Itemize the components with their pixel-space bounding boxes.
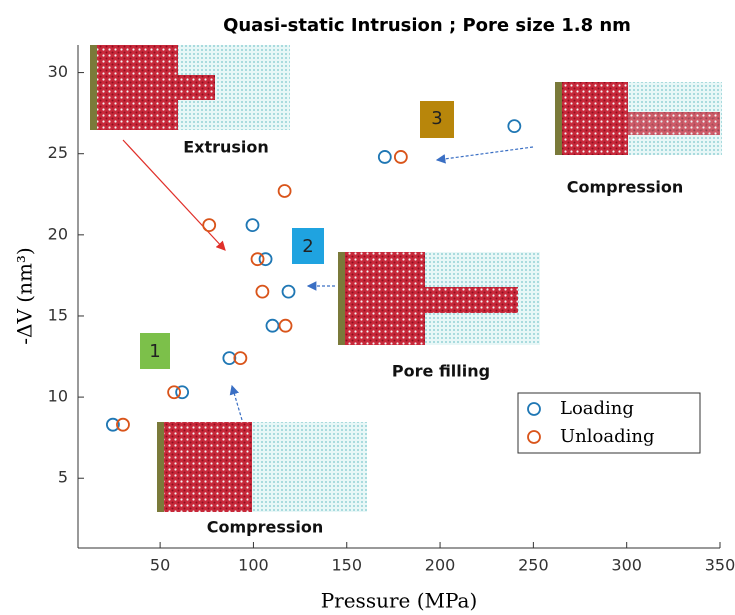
snapshot-compression-top	[555, 82, 722, 155]
y-tick-label: 5	[58, 468, 68, 487]
data-point	[258, 252, 273, 267]
data-point	[277, 184, 292, 198]
data-point	[175, 385, 190, 400]
legend-marker	[527, 402, 541, 416]
snapshot-extrusion	[90, 45, 290, 130]
step-label: 1	[149, 341, 160, 362]
y-tick-label: 30	[48, 62, 68, 81]
y-tick-label: 25	[48, 143, 68, 162]
snapshot-pore-filling	[338, 252, 540, 345]
data-point	[255, 284, 270, 299]
x-tick-label: 300	[611, 556, 642, 575]
legend-label: Unloading	[560, 426, 654, 447]
x-tick-label: 150	[331, 556, 362, 575]
data-point	[278, 318, 293, 333]
y-tick-label: 15	[48, 305, 68, 324]
x-axis-label: Pressure (MPa)	[321, 589, 478, 613]
data-point	[167, 385, 182, 400]
x-tick-label: 200	[425, 556, 456, 575]
snapshot-compression-bottom	[157, 422, 367, 512]
step-label: 3	[431, 108, 442, 129]
axes	[77, 45, 720, 549]
data-point	[377, 150, 392, 164]
step-box	[292, 228, 324, 264]
annotation: Compression	[207, 518, 324, 537]
annotation: Extrusion	[183, 138, 269, 157]
step-label: 2	[302, 236, 313, 257]
data-point	[105, 417, 120, 432]
y-axis-label: -ΔV (nm³)	[13, 247, 37, 344]
step-box	[420, 101, 454, 138]
data-point	[507, 119, 522, 134]
chart-title: Quasi-static Intrusion ; Pore size 1.8 n…	[223, 15, 631, 36]
annotation: Compression	[567, 178, 684, 197]
y-tick-label: 10	[48, 387, 68, 406]
data-point	[393, 150, 408, 164]
y-tick-label: 20	[48, 224, 68, 243]
x-tick-label: 100	[238, 556, 269, 575]
data-point	[233, 351, 248, 366]
annotation: Pore filling	[392, 362, 490, 381]
data-point	[281, 284, 296, 299]
legend-marker	[527, 430, 541, 444]
data-point	[265, 318, 280, 333]
x-tick-label: 350	[705, 556, 735, 575]
data-point	[245, 218, 260, 233]
data-point	[222, 351, 237, 366]
data-point	[250, 252, 265, 267]
legend	[517, 392, 701, 454]
data-point	[202, 218, 217, 233]
x-tick-label: 250	[518, 556, 549, 575]
x-tick-label: 50	[150, 556, 170, 575]
data-point	[116, 417, 130, 432]
step-box	[140, 333, 170, 369]
legend-label: Loading	[560, 398, 634, 419]
